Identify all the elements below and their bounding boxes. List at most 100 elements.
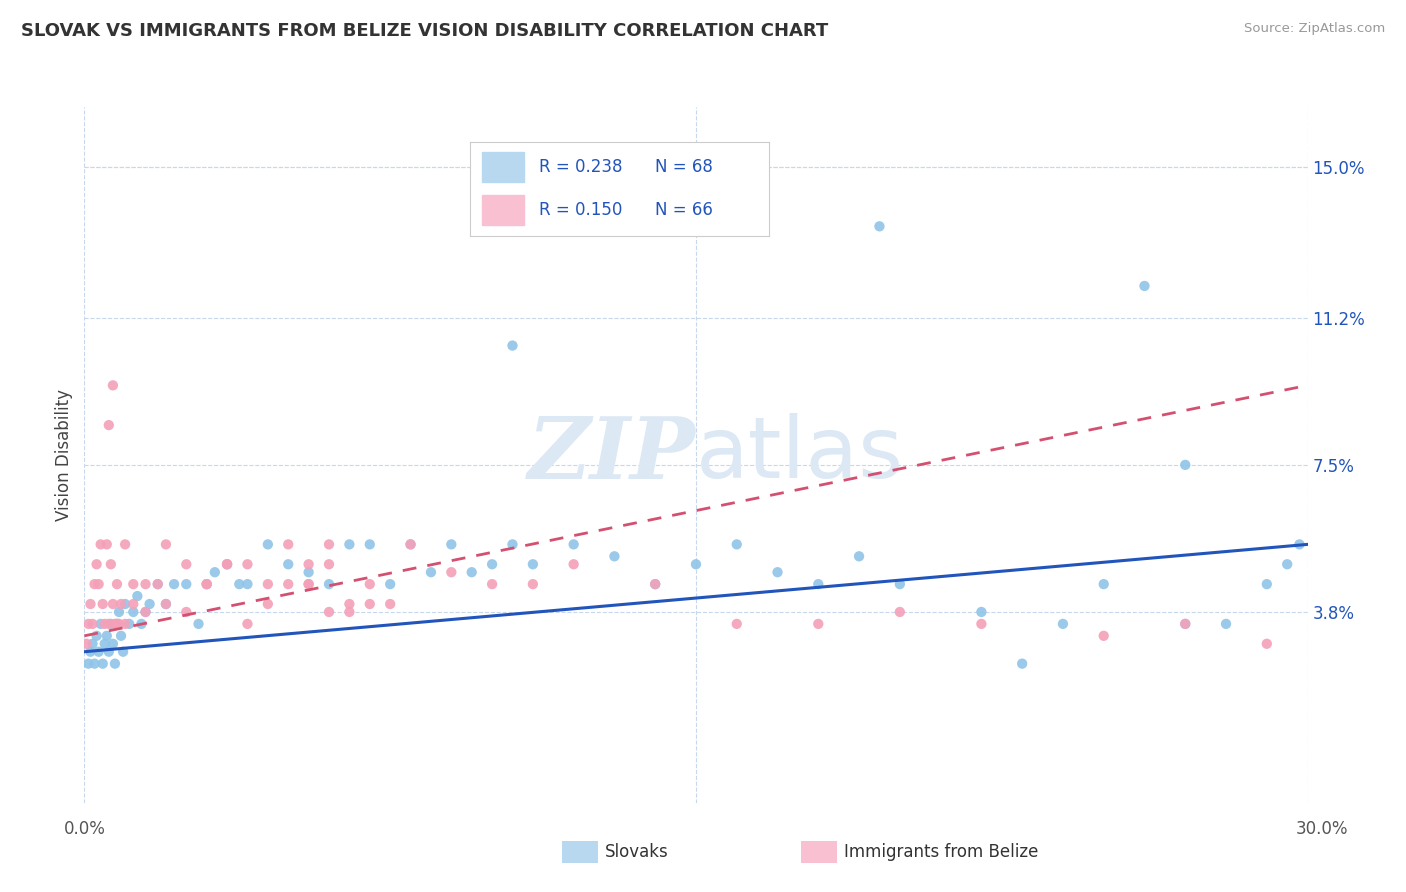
Text: 30.0%: 30.0% [1295,820,1348,838]
Point [848,549,870,564]
Point [122,605,145,619]
Text: 0.0%: 0.0% [63,820,105,838]
Point [155,597,177,611]
Point [83,657,105,671]
Point [339,605,361,619]
Point [725,616,748,631]
Point [644,577,666,591]
Point [127,589,149,603]
Point [135,605,157,619]
Point [1215,616,1237,631]
Point [502,338,524,352]
Point [380,597,402,611]
Point [114,597,136,611]
Point [1133,279,1156,293]
Point [195,577,218,591]
Point [298,558,321,572]
Point [155,537,177,551]
Point [257,597,280,611]
Text: atlas: atlas [696,413,904,497]
Point [481,577,503,591]
Point [86,629,108,643]
Point [1174,616,1197,631]
Point [257,577,280,591]
Point [108,605,131,619]
Point [228,577,250,591]
Point [87,577,110,591]
Point [277,558,299,572]
Point [87,645,110,659]
Point [187,616,209,631]
Point [135,605,157,619]
Point [380,577,402,591]
Point [105,577,128,591]
Point [97,418,120,433]
Point [122,597,145,611]
Point [277,577,299,591]
Point [82,637,104,651]
Point [118,616,141,631]
Point [174,605,197,619]
Point [970,616,993,631]
Point [217,558,239,572]
Point [114,537,136,551]
Point [112,645,135,659]
Point [318,537,340,551]
Point [236,558,259,572]
Point [440,565,463,579]
Point [90,537,112,551]
Point [96,629,118,643]
Point [163,577,186,591]
Point [236,616,259,631]
Point [339,537,361,551]
Point [1092,577,1115,591]
Point [114,616,136,631]
Point [101,597,124,611]
Point [1174,616,1197,631]
Point [1092,629,1115,643]
Point [91,597,114,611]
Point [522,577,544,591]
Point [75,637,97,651]
Text: Slovaks: Slovaks [605,843,669,862]
Point [359,597,381,611]
Point [110,629,132,643]
Point [91,657,114,671]
Point [82,616,104,631]
Point [174,558,197,572]
Point [86,558,108,572]
Point [97,645,120,659]
Point [420,565,443,579]
Point [146,577,169,591]
Point [93,616,117,631]
Point [204,565,226,579]
Point [889,577,911,591]
Point [77,616,100,631]
Y-axis label: Vision Disability: Vision Disability [55,389,73,521]
Text: Source: ZipAtlas.com: Source: ZipAtlas.com [1244,22,1385,36]
Point [1011,657,1033,671]
Point [135,577,157,591]
Point [138,597,160,611]
Point [1052,616,1074,631]
Point [77,657,100,671]
Point [105,616,128,631]
Point [807,577,830,591]
Point [79,597,101,611]
Point [869,219,891,234]
Point [481,558,503,572]
Point [522,558,544,572]
Point [122,577,145,591]
Point [104,657,127,671]
Point [100,616,122,631]
Point [318,577,340,591]
Point [96,537,118,551]
Point [108,616,131,631]
Point [807,616,830,631]
Point [236,577,259,591]
Point [97,616,120,631]
Point [101,378,124,392]
Point [359,577,381,591]
Point [104,616,127,631]
Point [146,577,169,591]
